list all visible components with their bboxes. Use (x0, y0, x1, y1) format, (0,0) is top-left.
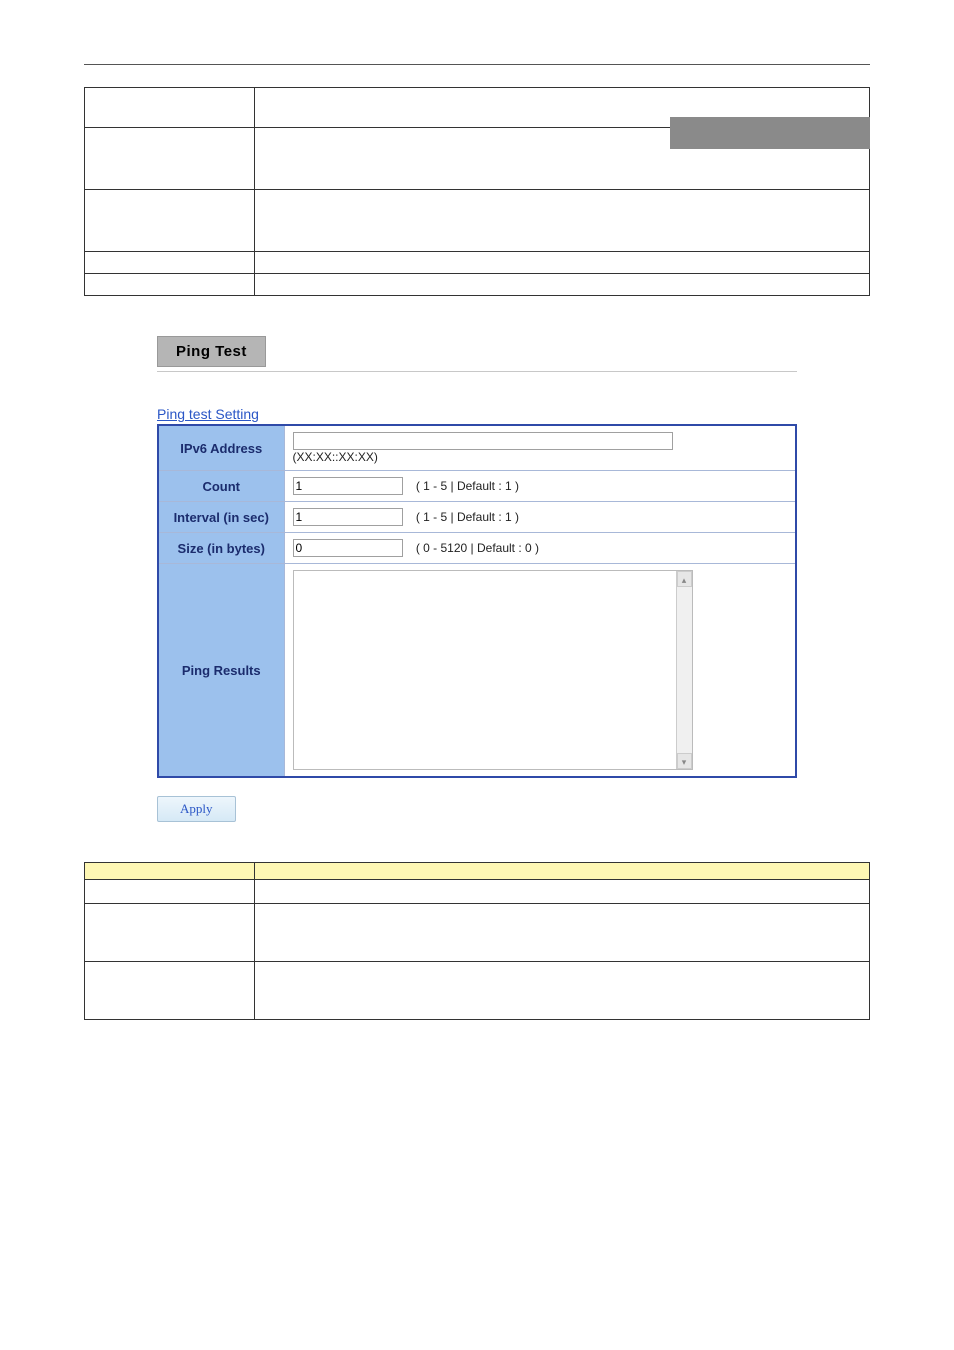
cell (85, 88, 255, 128)
ipv6-input[interactable] (293, 432, 673, 450)
cell (255, 274, 870, 296)
section-heading: Ping test Setting (157, 406, 797, 422)
desc-head-left (85, 863, 255, 880)
count-input[interactable] (293, 477, 403, 495)
label-results: Ping Results (158, 564, 284, 778)
hint-count: ( 1 - 5 | Default : 1 ) (416, 479, 519, 493)
results-box[interactable]: ▴ ▾ (293, 570, 693, 770)
cell (85, 128, 255, 190)
label-ipv6: IPv6 Address (158, 425, 284, 471)
cell (85, 252, 255, 274)
hint-interval: ( 1 - 5 | Default : 1 ) (416, 510, 519, 524)
interval-input[interactable] (293, 508, 403, 526)
cell (85, 274, 255, 296)
cell (85, 880, 255, 904)
panel-titlebar: Ping Test (157, 336, 797, 372)
cell (255, 962, 870, 1020)
scroll-down-icon[interactable]: ▾ (677, 753, 692, 769)
cell (85, 962, 255, 1020)
cell (255, 880, 870, 904)
header-rule (84, 64, 870, 65)
size-input[interactable] (293, 539, 403, 557)
cell (255, 190, 870, 252)
label-size: Size (in bytes) (158, 533, 284, 564)
desc-head-right (255, 863, 870, 880)
scroll-up-icon[interactable]: ▴ (677, 571, 692, 587)
cell (255, 904, 870, 962)
panel-title: Ping Test (157, 336, 266, 367)
hint-size: ( 0 - 5120 | Default : 0 ) (416, 541, 539, 555)
cell (85, 904, 255, 962)
label-interval: Interval (in sec) (158, 502, 284, 533)
cell (85, 190, 255, 252)
header-gray-block (670, 117, 870, 149)
description-table (84, 862, 870, 1020)
label-count: Count (158, 471, 284, 502)
ping-form-table: IPv6 Address (XX:XX::XX:XX) Count ( 1 - … (157, 424, 797, 778)
apply-button[interactable]: Apply (157, 796, 236, 822)
ping-test-panel: Ping Test Ping test Setting IPv6 Address… (157, 336, 797, 822)
hint-ipv6: (XX:XX::XX:XX) (293, 450, 378, 464)
cell (255, 252, 870, 274)
scrollbar[interactable]: ▴ ▾ (676, 571, 692, 769)
